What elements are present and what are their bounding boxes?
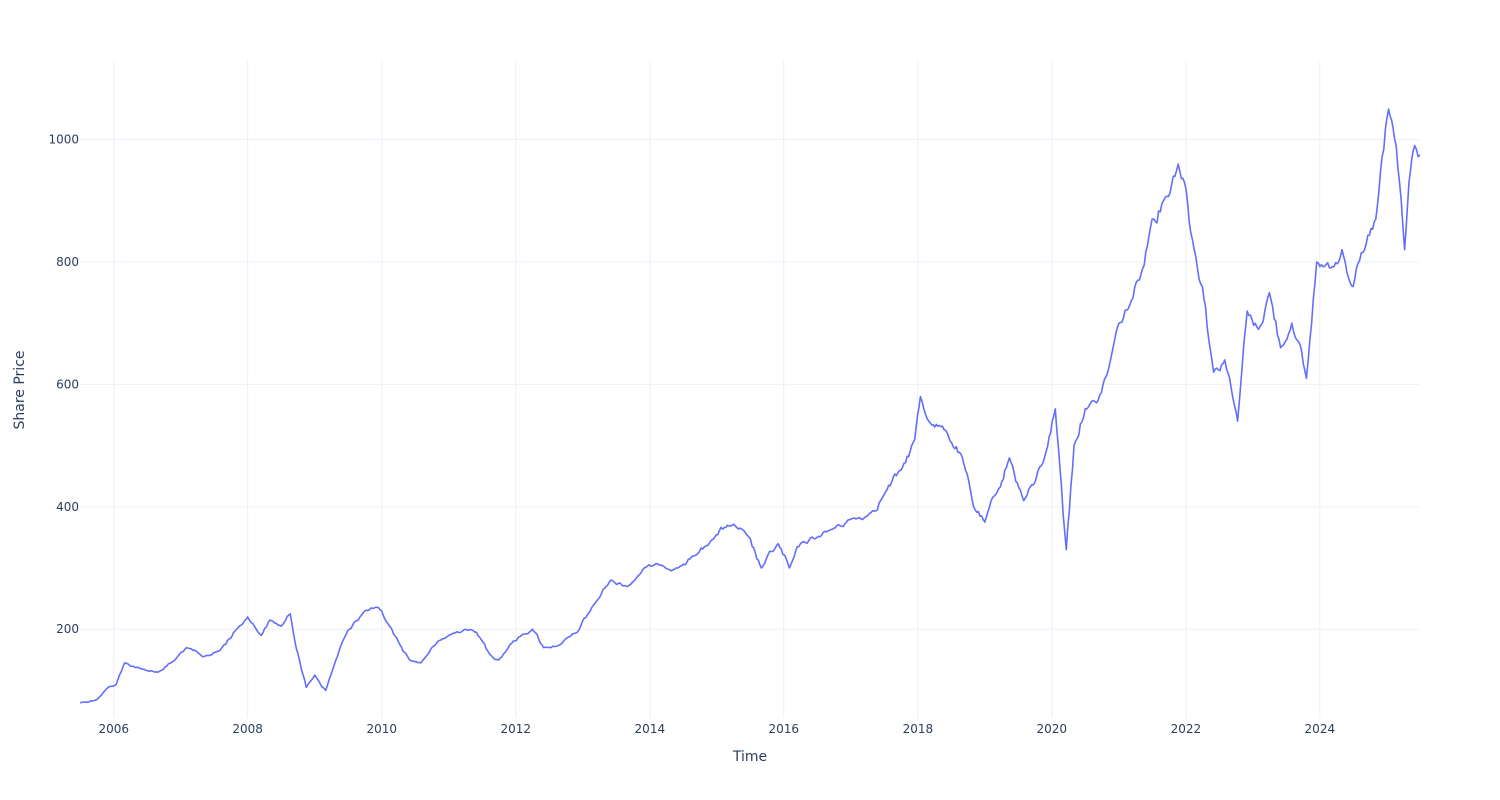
x-tick-label-2020: 2020 — [1037, 722, 1068, 736]
y-tick-label-200: 200 — [56, 622, 79, 636]
x-axis-title: Time — [732, 749, 767, 765]
x-tick-label-2008: 2008 — [232, 722, 263, 736]
share-price-series-line — [79, 108, 1421, 704]
y-axis-title: Share Price — [12, 350, 28, 429]
x-tick-label-2018: 2018 — [903, 722, 934, 736]
x-tick-label-2022: 2022 — [1171, 722, 1202, 736]
x-tick-label-2024: 2024 — [1305, 722, 1336, 736]
x-tick-label-2014: 2014 — [635, 722, 666, 736]
x-axis-ticks: 2006 2008 2010 2012 2014 2016 2018 2020 2022 2024 — [98, 722, 1335, 736]
x-tick-label-2016: 2016 — [768, 722, 799, 736]
y-tick-label-800: 800 — [56, 255, 79, 269]
y-tick-label-1000: 1000 — [48, 133, 79, 147]
y-axis-ticks: 200 400 600 800 1000 — [48, 133, 79, 637]
gridlines — [80, 60, 1420, 718]
x-tick-label-2012: 2012 — [500, 722, 531, 736]
y-tick-label-600: 600 — [56, 377, 79, 391]
x-tick-label-2010: 2010 — [367, 722, 398, 736]
y-tick-label-400: 400 — [56, 500, 79, 514]
x-tick-label-2006: 2006 — [98, 722, 129, 736]
series-layer — [79, 108, 1421, 704]
